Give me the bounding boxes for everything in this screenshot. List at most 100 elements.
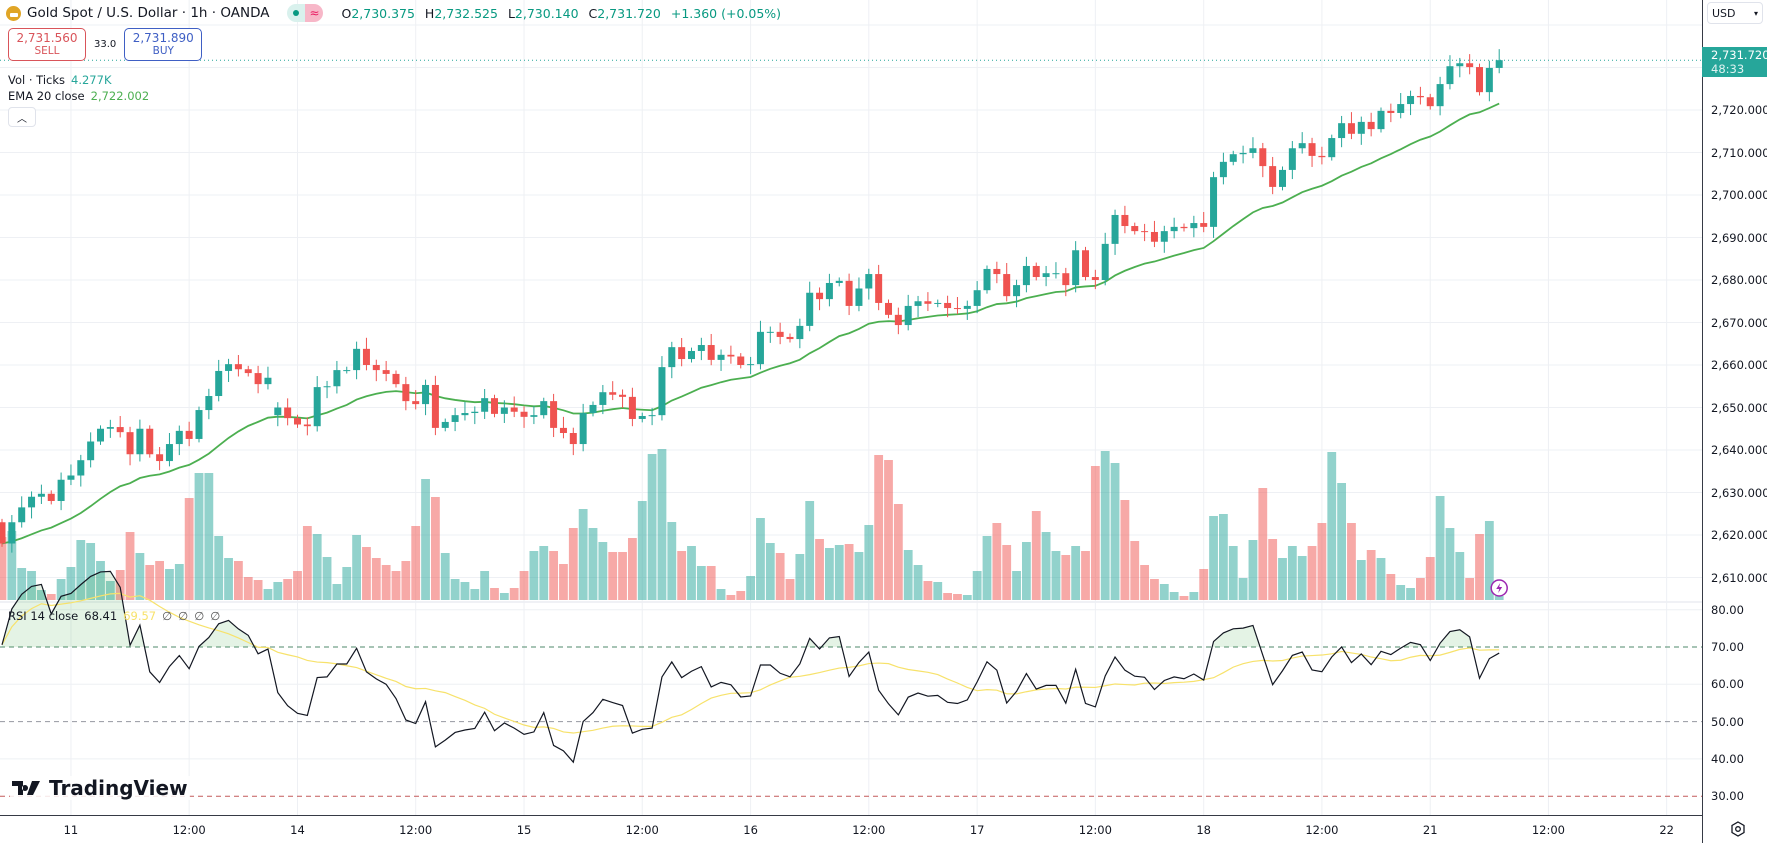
candle-body: [806, 292, 814, 326]
candle: [628, 387, 636, 427]
currency-select[interactable]: USD ▾: [1707, 2, 1763, 24]
candle-body: [1259, 148, 1267, 167]
candle: [707, 333, 715, 366]
lightning-icon[interactable]: [1490, 579, 1508, 597]
candle: [1180, 223, 1188, 232]
candle: [116, 416, 124, 438]
candle-body: [303, 424, 311, 427]
volume-bar: [1140, 565, 1149, 600]
candle: [195, 406, 203, 443]
sell-button[interactable]: 2,731.560 SELL: [8, 28, 86, 61]
time-label: 21: [1422, 823, 1438, 837]
candle-body: [431, 384, 439, 428]
candle: [924, 292, 932, 312]
volume-bar: [618, 552, 627, 600]
volume-bar: [224, 558, 233, 600]
candle: [1446, 55, 1454, 90]
candle: [1210, 171, 1218, 238]
time-axis[interactable]: [0, 815, 1702, 844]
volume-bar: [214, 536, 224, 600]
candle: [599, 384, 607, 415]
volume-bar: [499, 593, 509, 600]
tradingview-logo[interactable]: TradingView: [10, 776, 190, 800]
candle-body: [1091, 277, 1099, 280]
candle: [382, 360, 390, 382]
volume-bar: [943, 593, 952, 600]
candle-body: [825, 282, 833, 300]
volume-bar: [953, 594, 962, 600]
candle: [8, 515, 16, 553]
candle-body: [284, 407, 292, 419]
candle: [205, 388, 213, 420]
candle: [510, 396, 518, 418]
candle-body: [756, 331, 764, 365]
volume-bar: [884, 460, 893, 600]
candle-body: [1052, 273, 1060, 275]
candle: [638, 412, 646, 423]
volume-bar: [243, 577, 253, 600]
candle: [983, 265, 991, 294]
candle-body: [1190, 223, 1198, 229]
candle-body: [156, 454, 164, 462]
candle-body: [77, 460, 85, 476]
chevron-up-icon: ︿: [17, 113, 27, 125]
candle-body: [402, 384, 410, 402]
candle-body: [1377, 110, 1385, 130]
chart-canvas[interactable]: [0, 0, 1702, 815]
candle-body: [185, 430, 193, 439]
time-label: 12:00: [172, 823, 206, 837]
candle: [914, 295, 922, 317]
tradingview-logo-text: TradingView: [49, 776, 188, 800]
market-open-icon[interactable]: [287, 4, 306, 22]
settings-icon[interactable]: [1729, 820, 1747, 838]
ema-legend[interactable]: EMA 20 close 2,722.002: [8, 89, 149, 103]
market-status[interactable]: ≈: [287, 4, 324, 22]
candle: [648, 407, 656, 426]
candle: [441, 418, 449, 432]
volume-bar: [362, 547, 371, 600]
candle-body: [1210, 177, 1218, 227]
candle: [1249, 137, 1257, 159]
price-axis[interactable]: [1702, 0, 1767, 843]
volume-bar: [234, 561, 243, 600]
volume-bar: [460, 582, 470, 600]
candle-body: [717, 354, 725, 360]
volume-bar: [1465, 578, 1475, 600]
rsi-axis-label: 40.00: [1711, 751, 1744, 766]
candle: [234, 355, 242, 377]
volume-legend[interactable]: Vol · Ticks 4.277K: [8, 73, 111, 87]
volume-bar: [805, 501, 815, 600]
candle: [786, 333, 794, 343]
candle-body: [244, 369, 252, 374]
candle-body: [57, 479, 65, 501]
candle: [422, 379, 430, 416]
candle-body: [1279, 169, 1286, 187]
symbol-title[interactable]: Gold Spot / U.S. Dollar · 1h · OANDA: [27, 5, 270, 21]
candle-body: [1407, 95, 1415, 105]
candle-body: [816, 292, 824, 300]
candle-body: [116, 427, 124, 433]
candle-body: [1180, 226, 1188, 229]
candle: [1357, 116, 1365, 145]
candle-body: [796, 325, 804, 340]
volume-bar: [1337, 483, 1346, 600]
volume-bar: [204, 473, 214, 600]
collapse-legend-button[interactable]: ︿: [8, 107, 36, 127]
volume-bar: [706, 566, 716, 600]
candle-body: [1072, 250, 1080, 286]
rsi-legend[interactable]: RSI 14 close 68.41 69.57 ∅ ∅ ∅ ∅: [8, 609, 220, 623]
high-value: 2,732.525: [434, 5, 498, 21]
volume-bar: [578, 509, 588, 600]
candle: [126, 426, 134, 466]
candle-body: [1022, 265, 1030, 286]
candle-body: [353, 348, 361, 371]
candle: [1367, 112, 1375, 137]
delayed-data-icon[interactable]: ≈: [305, 4, 324, 22]
buy-button[interactable]: 2,731.890 BUY: [124, 28, 203, 61]
candle: [481, 389, 489, 419]
candle-body: [579, 413, 587, 445]
price-label: 2,680.000: [1711, 273, 1767, 287]
close-value: 2,731.720: [597, 5, 661, 21]
time-label: 16: [743, 823, 758, 837]
candle-body: [540, 401, 548, 416]
